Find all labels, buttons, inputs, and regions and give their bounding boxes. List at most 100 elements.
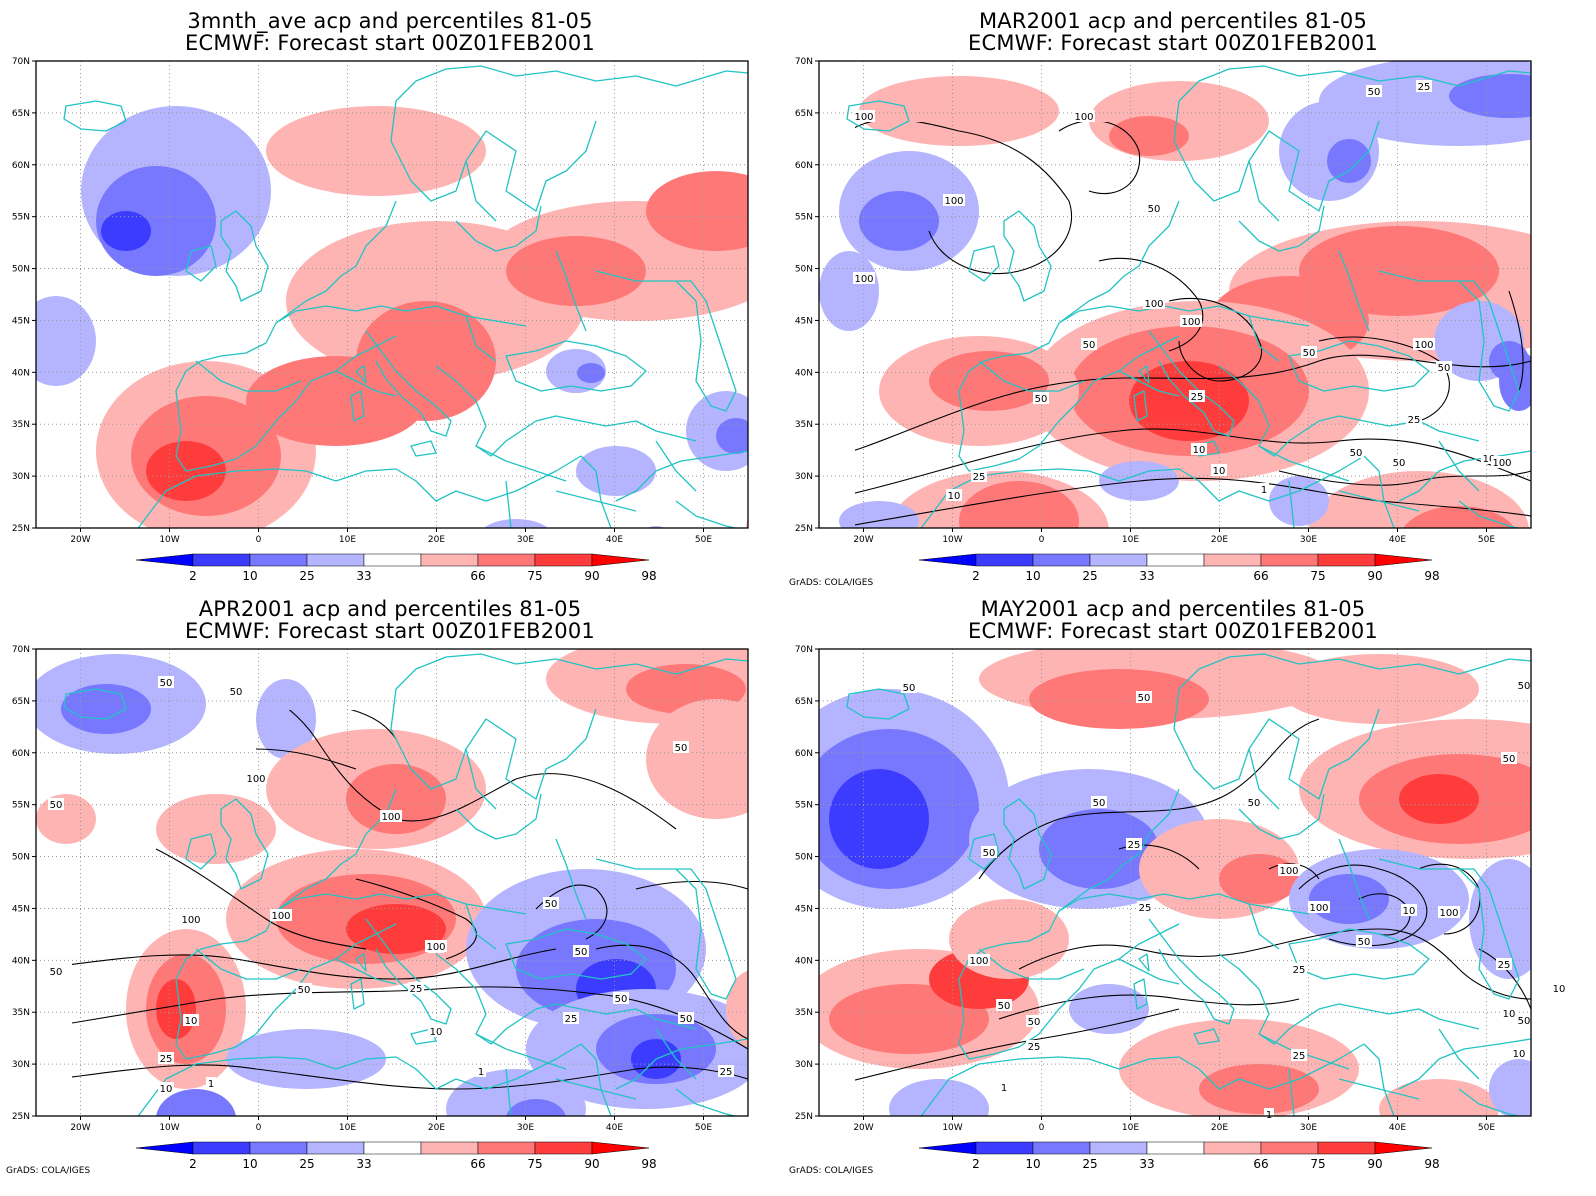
panel-subtitle: ECMWF: Forecast start 00Z01FEB2001: [968, 31, 1378, 55]
contour-label: 100: [1279, 866, 1298, 877]
colorbar-arrow-low: [135, 553, 194, 567]
colorbar-segment: [534, 553, 593, 567]
lat-tick-label: 40N: [795, 368, 813, 378]
coastline: [675, 500, 738, 528]
lon-tick-label: 30E: [1300, 1123, 1317, 1133]
contour-label: 50: [1358, 937, 1371, 948]
contour-line: [855, 122, 1073, 275]
contour-label-bg: [1391, 456, 1407, 468]
coastline: [675, 280, 737, 412]
contour-label: 10: [1193, 445, 1206, 456]
lat-tick-label: 40N: [12, 956, 30, 966]
percentile-patch: [1309, 471, 1529, 528]
contour-label-bg: [678, 1012, 694, 1024]
contour-label: 25: [1418, 82, 1431, 93]
contour-label: 10: [1213, 466, 1226, 477]
contour-label: 50: [1518, 681, 1531, 692]
contour-label: 50: [675, 743, 688, 754]
contour-line: [535, 884, 608, 940]
lat-tick-label: 65N: [12, 109, 30, 119]
colorbar-segment: [249, 1141, 308, 1155]
colorbar-arrow-high: [591, 553, 650, 567]
contour-label-bg: [1413, 338, 1435, 350]
colorbar: 2 10 25 33 66 75 90 98: [135, 1141, 657, 1171]
contour-label-bg: [1366, 85, 1382, 97]
contour-label-bg: [1301, 346, 1317, 358]
coastline: [1288, 340, 1430, 392]
colorbar-segment: [1146, 1141, 1205, 1155]
grid-lines: [36, 649, 748, 1116]
coastline: [1133, 953, 1220, 1045]
lon-tick-label: 40E: [1389, 1123, 1406, 1133]
coastline: [958, 200, 1180, 472]
percentile-patch: [61, 684, 151, 734]
contour-label-bg: [1073, 110, 1095, 122]
contour-label: 50: [50, 800, 63, 811]
percentile-patch: [959, 481, 1079, 528]
colorbar-label: 2: [189, 569, 197, 583]
percentile-patch: [1399, 774, 1479, 824]
percentile-patch: [1379, 1079, 1499, 1116]
lon-tick-label: 0: [256, 535, 262, 545]
lat-tick-label: 70N: [12, 645, 30, 655]
contour-line: [1018, 928, 1532, 1000]
percentile-patch: [101, 211, 151, 251]
coastlines: [63, 65, 748, 528]
colorbar-segment: [534, 1141, 593, 1155]
colorbar-segment: [1203, 553, 1262, 567]
coastline: [1238, 793, 1325, 840]
lat-tick-label: 40N: [795, 956, 813, 966]
contour-label-bg: [1501, 752, 1517, 764]
colorbar-segment: [192, 1141, 251, 1155]
percentile-patch: [1309, 874, 1389, 924]
colorbar-segment: [306, 553, 365, 567]
percentile-patch: [829, 769, 929, 869]
lon-tick-label: 10W: [159, 1123, 179, 1133]
contour-label: 50: [1303, 348, 1316, 359]
lon-tick-label: 10E: [339, 1123, 356, 1133]
panel-may2001: MAY2001 acp and percentiles 81-05 ECMWF:…: [783, 588, 1567, 1178]
contour-label-bg: [563, 1012, 579, 1024]
coastline: [1288, 440, 1480, 528]
coastline: [1363, 450, 1531, 528]
percentile-patch: [1219, 854, 1299, 904]
coastline: [505, 928, 647, 980]
percentile-patch: [506, 1099, 566, 1116]
contour-label-bg: [158, 676, 174, 688]
contour-label-bg: [613, 992, 629, 1004]
contour-label-bg: [1026, 1040, 1042, 1052]
contour-label: 50: [50, 967, 63, 978]
contour-label: 50: [545, 899, 558, 910]
lon-tick-label: 0: [1039, 1123, 1045, 1133]
contour-label: 10: [1503, 1009, 1516, 1020]
percentile-patch: [156, 979, 196, 1039]
percentile-patch: [646, 699, 748, 819]
percentile-map: 5050501005010010010025501005025505025101…: [12, 645, 749, 1171]
contour-label-bg: [296, 983, 312, 995]
lat-tick-label: 45N: [795, 904, 813, 914]
colorbar-label: 75: [527, 1157, 542, 1171]
coastline: [1058, 250, 1459, 372]
percentile-patch: [819, 251, 879, 331]
contour-label-bg: [1291, 1049, 1307, 1061]
contour-label-bg: [673, 741, 689, 753]
contour-label-bg: [981, 846, 997, 858]
plot-frame: [818, 60, 1532, 529]
lon-tick-label: 10E: [339, 535, 356, 545]
colorbar-label: 2: [189, 1157, 197, 1171]
colorbar-segment: [306, 1141, 365, 1155]
panel-title: 3mnth_ave acp and percentiles 81-05: [187, 9, 593, 33]
contour-label-bg: [1496, 958, 1512, 970]
panel-apr2001: APR2001 acp and percentiles 81-05 ECMWF:…: [0, 588, 780, 1178]
colorbar-segment: [1260, 553, 1319, 567]
coastline: [675, 868, 737, 1000]
colorbar-segment: [1089, 1141, 1148, 1155]
contour-label: 25: [565, 1014, 578, 1025]
contour-label: 50: [298, 985, 311, 996]
coastline: [1458, 868, 1520, 1000]
coastline: [505, 1028, 697, 1116]
contour-label-bg: [543, 897, 559, 909]
coastline: [846, 688, 910, 720]
contour-label: 50: [230, 687, 243, 698]
